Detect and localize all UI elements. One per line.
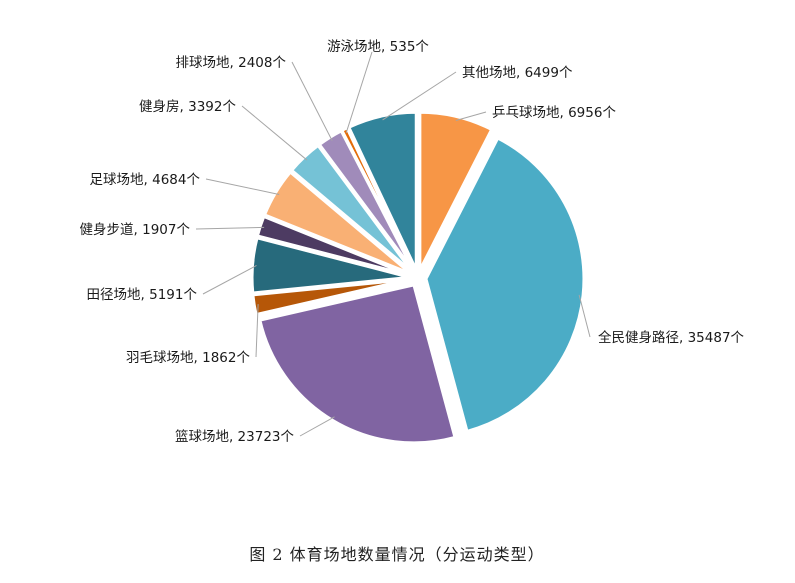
leader-line-11 [382,71,457,121]
leader-line-8 [241,105,308,161]
slice-label-9: 排球场地, 2408个 [176,55,287,71]
slice-label-6: 健身步道, 1907个 [80,222,191,238]
leader-line-2 [578,294,591,338]
leader-line-6 [195,226,265,230]
pie-slice-2 [424,136,586,434]
leader-line-3 [299,416,335,437]
slice-label-4: 羽毛球场地, 1862个 [126,350,250,366]
figure-caption: 图 2 体育场地数量情况（分运动类型） [249,545,544,564]
pie-slice-11 [346,110,418,271]
pie-slice-3 [258,283,457,445]
pie-slice-5 [250,235,411,295]
pie-slice-1 [418,110,494,271]
pie-slice-7 [262,169,413,276]
pie-slice-4 [251,277,411,317]
leader-line-10 [345,51,373,133]
slice-label-11: 其他场地, 6499个 [462,65,573,81]
leader-line-9 [291,61,333,141]
pie-slices [250,110,586,445]
slice-label-3: 篮球场地, 23723个 [175,429,295,445]
leader-line-7 [205,178,280,195]
leader-lines [195,51,591,437]
slice-label-7: 足球场地, 4684个 [90,172,201,188]
slice-label-1: 乒乓球场地, 6956个 [492,105,616,121]
slice-label-5: 田径场地, 5191个 [87,287,198,303]
pie-slice-6 [255,214,411,277]
leader-line-5 [202,265,257,295]
pie-slice-10 [339,125,416,272]
leader-line-4 [255,304,259,358]
slice-label-10: 游泳场地, 535个 [327,39,429,55]
leader-line-1 [455,111,487,121]
slice-label-8: 健身房, 3392个 [139,99,236,115]
slice-label-2: 全民健身路径, 35487个 [598,329,745,346]
